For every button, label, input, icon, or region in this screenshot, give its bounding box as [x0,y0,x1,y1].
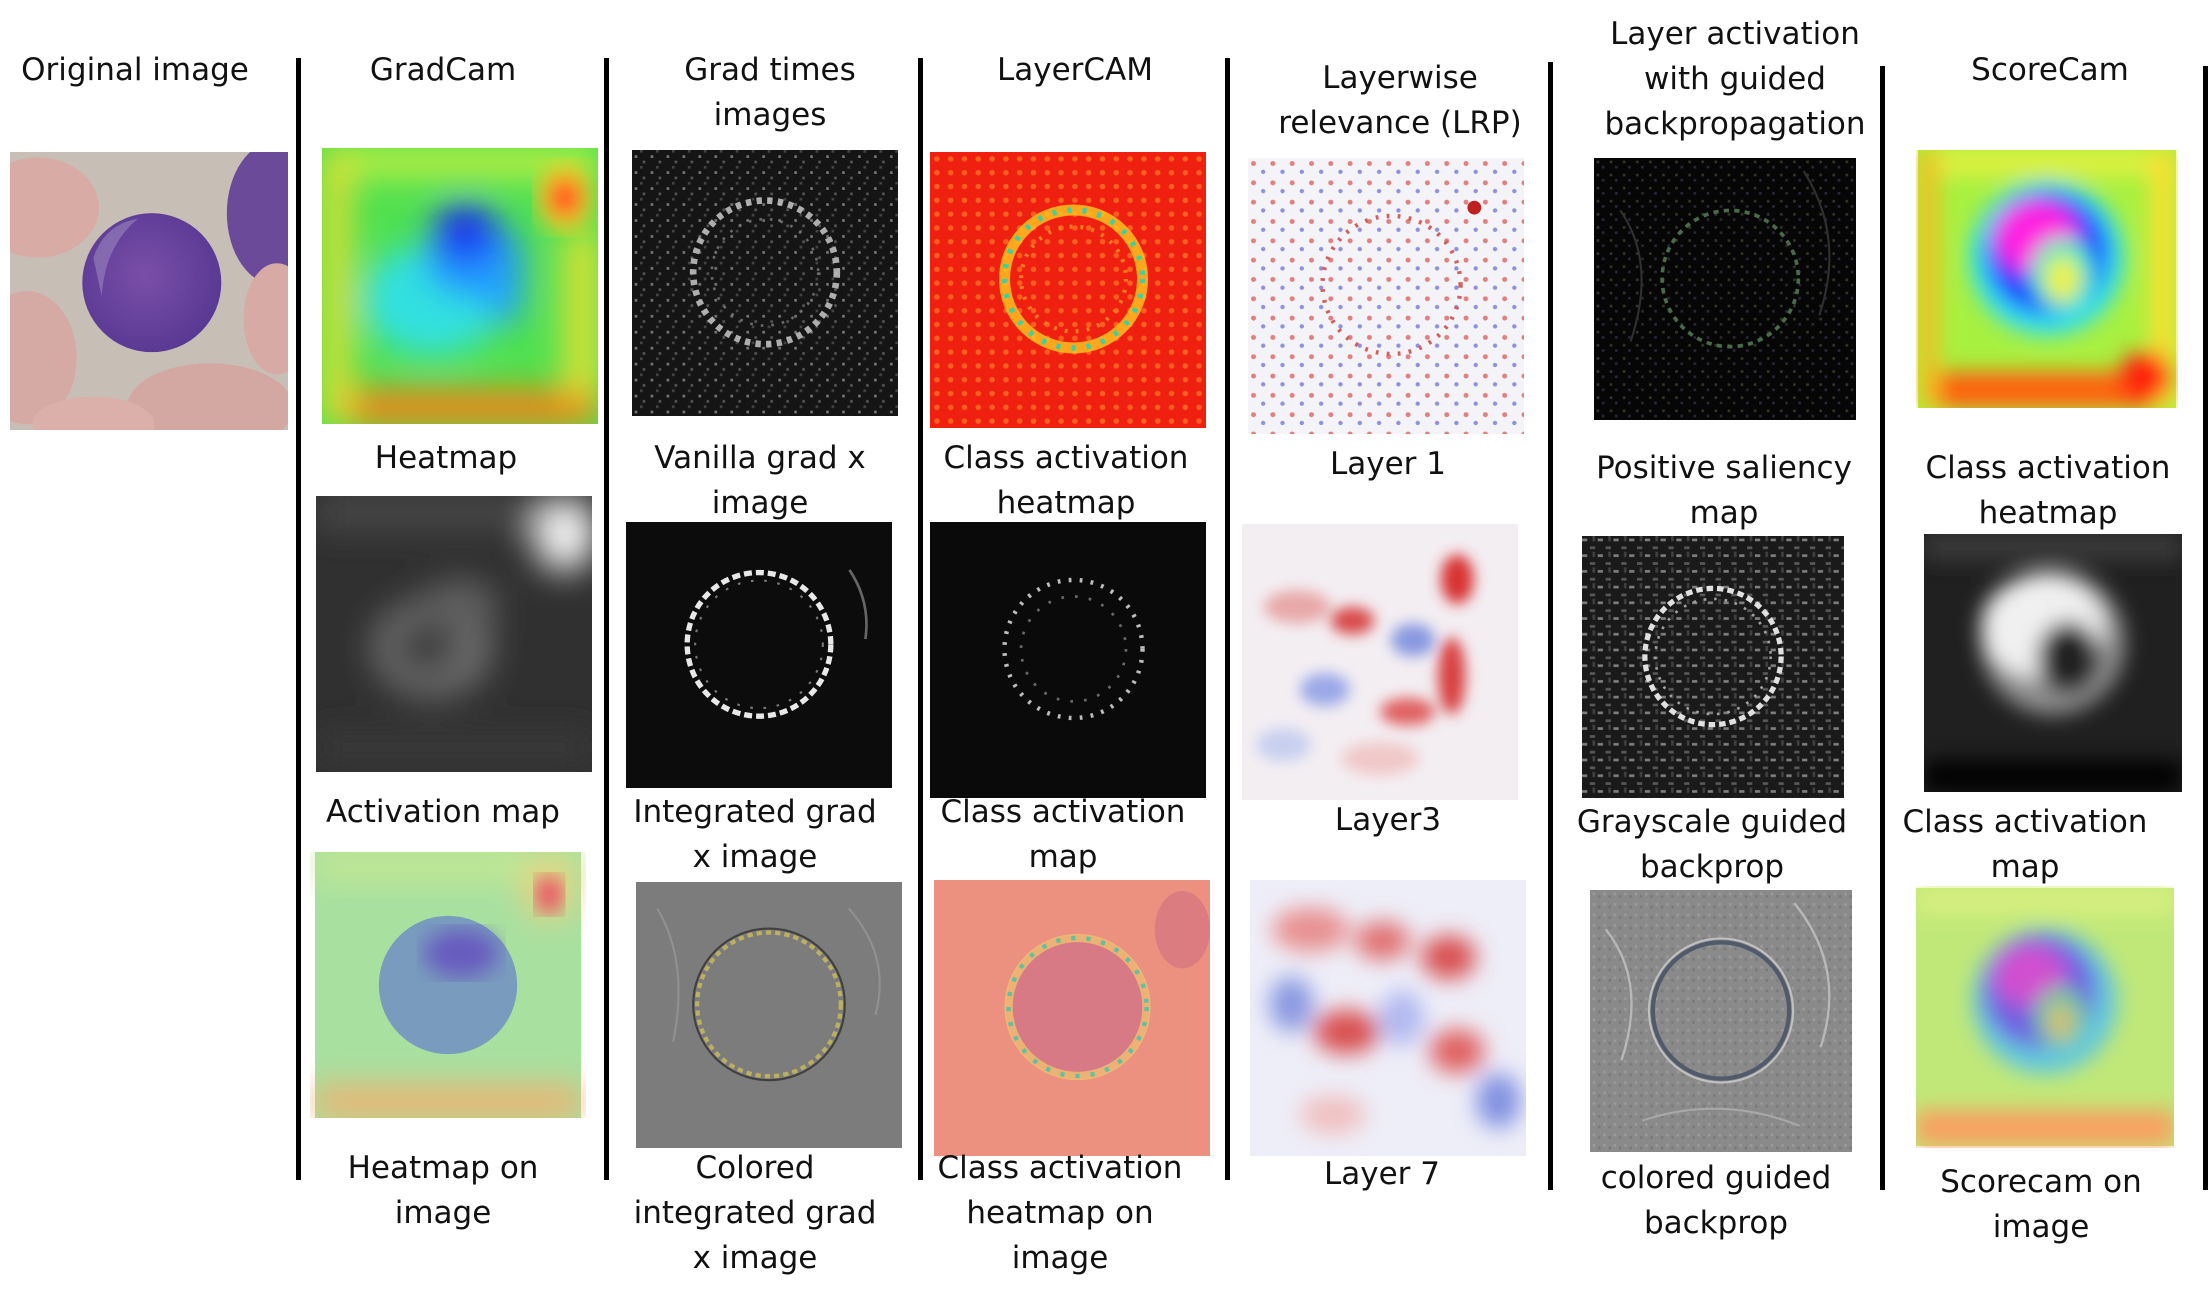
lrp-smooth-blobs-icon [1250,880,1526,1156]
column-divider [918,58,923,1180]
column-title-scorecam: ScoreCam [1971,52,2129,88]
column-divider [1225,58,1230,1180]
jet-heatmap-icon [322,148,598,424]
blood-smear-cell-photo-icon [10,152,288,430]
caption-layercam-overlay: Class activation heatmap on image [937,1150,1183,1276]
gradcam-activation-panel [316,496,592,772]
caption-colored-integrated-grad: Colored integrated grad x image [633,1150,877,1276]
grayscale-activation-icon [316,496,592,772]
integrated-grad-panel [624,522,894,788]
column-title-original: Original image [21,52,249,88]
caption-positive-saliency: Positive saliency map [1596,450,1852,531]
column-divider [1548,62,1553,1190]
positive-saliency-panel [1594,158,1856,420]
layercam-overlay-panel [934,880,1210,1156]
caption-grayscale-guided: Grayscale guided backprop [1576,804,1848,885]
jet-donut-heatmap-icon [1918,150,2176,408]
caption-gradcam-activation: Activation map [326,794,560,830]
caption-scorecam-heatmap: Class activation heatmap [1925,450,2171,531]
caption-vanilla-grad: Vanilla grad x image [654,440,866,521]
column-divider [1880,66,1885,1190]
vanilla-grad-panel [630,150,900,416]
colored-guided-panel [1590,890,1852,1152]
gray-edge-ring-icon [636,882,902,1148]
donut-overlay-icon [1916,888,2174,1146]
grayscale-donut-icon [1924,534,2182,792]
lrp-speckle-icon [1248,158,1524,434]
lrp-layer1-panel [1248,158,1524,434]
caption-integrated-grad: Integrated grad x image [633,794,877,875]
grayscale-guided-panel [1582,536,1844,798]
caption-gradcam-heatmap: Heatmap [374,440,518,476]
column-divider [2203,66,2208,1190]
original-image-panel [10,152,288,430]
textured-ring-grayscale-icon [1582,536,1844,798]
column-title-gradcam: GradCam [369,52,517,88]
column-title-lrp: Layerwise relevance (LRP) [1278,60,1522,141]
dark-saliency-ring-icon [1594,158,1856,420]
column-title-grad-times: Grad times images [684,52,856,133]
caption-lrp-layer7: Layer 7 [1323,1156,1440,1192]
colored-integrated-grad-panel [634,882,904,1148]
scorecam-activation-panel [1924,534,2182,792]
lrp-layer7-panel [1250,880,1526,1156]
caption-lrp-layer1: Layer 1 [1329,446,1446,482]
dotted-ring-dark-icon [930,522,1206,798]
caption-gradcam-overlay: Heatmap on image [347,1150,539,1231]
scorecam-heatmap-panel [1916,150,2178,408]
caption-layercam-activation: Class activation map [940,794,1186,875]
column-divider [296,58,301,1180]
lrp-layer3-panel [1242,524,1518,800]
caption-lrp-layer3: Layer3 [1334,802,1442,838]
layercam-activation-panel [930,522,1206,798]
red-heatmap-ring-icon [930,152,1206,428]
column-title-guided-backprop: Layer activation with guided backpropaga… [1604,16,1866,142]
scorecam-overlay-panel [1916,886,2174,1148]
caption-colored-guided: colored guided backprop [1600,1160,1832,1241]
column-title-layercam: LayerCAM [996,52,1154,88]
red-overlay-ring-icon [934,880,1210,1156]
caption-layercam-heatmap: Class activation heatmap [943,440,1189,521]
sharp-ring-grayscale-icon [626,522,892,788]
gradcam-overlay-panel [310,852,586,1118]
noisy-ring-grayscale-icon [632,150,898,416]
heatmap-overlay-icon [315,852,581,1118]
lrp-blobs-icon [1242,524,1518,800]
column-divider [604,58,609,1180]
caption-scorecam-overlay: Scorecam on image [1940,1164,2142,1245]
gradcam-heatmap-panel [322,148,598,424]
layercam-heatmap-panel [930,152,1206,428]
gray-relief-ring-icon [1590,890,1852,1152]
caption-scorecam-activation: Class activation map [1902,804,2148,885]
